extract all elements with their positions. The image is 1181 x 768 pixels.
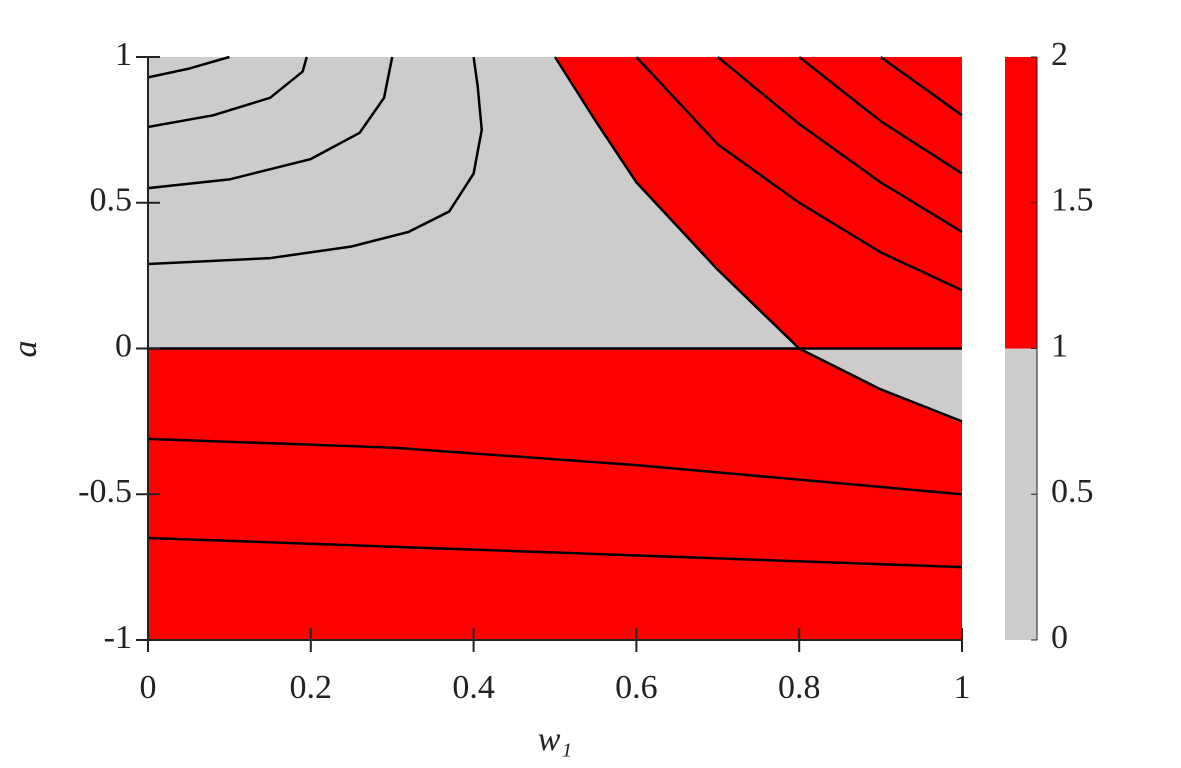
y-tick-label: 1 — [115, 36, 132, 73]
contour-line — [147, 437, 963, 496]
y-tick-label: 0 — [115, 327, 132, 364]
x-axis-label: w₁ — [538, 721, 573, 758]
x-tick-label: 0.4 — [452, 669, 495, 706]
x-tick-label: 0.2 — [290, 669, 333, 706]
colorbar-tick-label: 1.5 — [1051, 182, 1094, 219]
contour-line — [147, 56, 394, 190]
contour-line — [147, 56, 308, 129]
contour-line — [147, 55, 230, 79]
contour-line — [635, 56, 963, 292]
contour-line — [147, 536, 963, 569]
x-tick-label: 0 — [140, 669, 157, 706]
colorbar-tick-label: 1 — [1051, 327, 1068, 364]
contour-line — [147, 56, 484, 266]
contour-line — [717, 56, 963, 233]
y-tick-label: -1 — [104, 619, 132, 656]
filled-region — [148, 57, 800, 349]
contour-line — [553, 56, 963, 423]
filled-region — [799, 348, 962, 422]
colorbar-tick-label: 2 — [1051, 36, 1068, 73]
y-tick-label: -0.5 — [78, 473, 132, 510]
contour-line — [879, 55, 963, 117]
y-axis-label: a — [7, 341, 44, 358]
colorbar-tick-label: 0.5 — [1051, 473, 1094, 510]
x-tick-label: 0.6 — [615, 669, 658, 706]
x-tick-label: 1 — [954, 669, 971, 706]
x-tick-label: 0.8 — [778, 669, 821, 706]
y-tick-label: 0.5 — [90, 182, 133, 219]
colorbar-tick-label: 0 — [1051, 619, 1068, 656]
contour-line — [798, 56, 963, 175]
